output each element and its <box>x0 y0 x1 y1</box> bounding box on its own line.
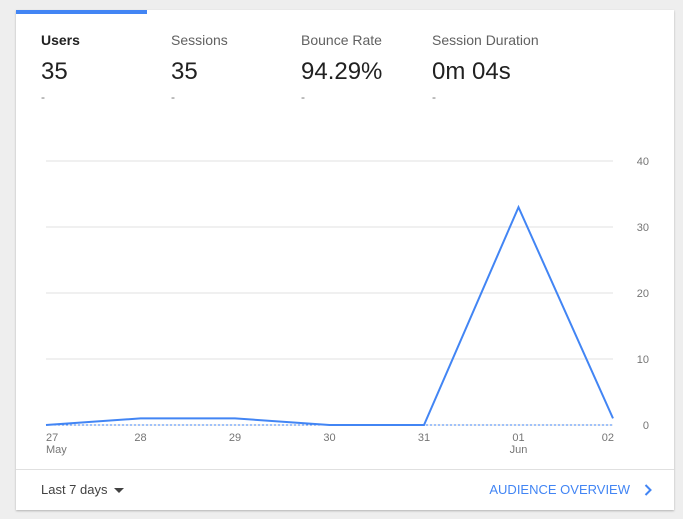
caret-down-icon <box>113 488 124 494</box>
series-line-users <box>45 204 614 426</box>
chevron-right-icon <box>644 483 652 496</box>
metric-value: 94.29% <box>301 58 383 85</box>
x-tick-label: 02 <box>602 432 614 444</box>
x-tick-label: 01 <box>512 432 524 444</box>
x-tick-label: 27 <box>46 432 58 444</box>
metric-label: Bounce Rate <box>301 32 382 48</box>
metric-label: Sessions <box>171 32 228 48</box>
x-tick-label: 28 <box>134 432 146 444</box>
x-tick-label: 31 <box>418 432 430 444</box>
metric-value: 35 <box>171 58 198 85</box>
y-tick-label: 0 <box>643 420 649 432</box>
audience-overview-link[interactable]: AUDIENCE OVERVIEW <box>489 482 652 497</box>
date-range-label: Last 7 days <box>41 482 108 497</box>
y-tick-label: 10 <box>637 354 649 366</box>
metric-value: 0m 04s <box>432 58 511 85</box>
y-tick-label: 20 <box>637 288 649 300</box>
x-tick-month-label: May <box>46 444 67 456</box>
metric-value: 35 <box>41 58 68 85</box>
metric-delta: - <box>301 90 305 104</box>
audience-overview-label: AUDIENCE OVERVIEW <box>489 482 630 497</box>
metric-delta: - <box>432 90 436 104</box>
active-metric-indicator <box>16 10 147 14</box>
x-tick-label: 29 <box>229 432 241 444</box>
y-tick-label: 40 <box>637 156 649 168</box>
metric-delta: - <box>171 90 175 104</box>
metric-label: Users <box>41 32 80 48</box>
x-tick-label: 30 <box>323 432 335 444</box>
date-range-dropdown[interactable]: Last 7 days <box>41 482 124 497</box>
metric-delta: - <box>41 90 45 104</box>
metric-label: Session Duration <box>432 32 539 48</box>
overview-card: Users 35 - Sessions 35 - Bounce Rate 94.… <box>16 10 674 510</box>
footer-divider <box>16 469 674 470</box>
y-tick-label: 30 <box>637 222 649 234</box>
x-tick-month-label: Jun <box>510 444 528 456</box>
